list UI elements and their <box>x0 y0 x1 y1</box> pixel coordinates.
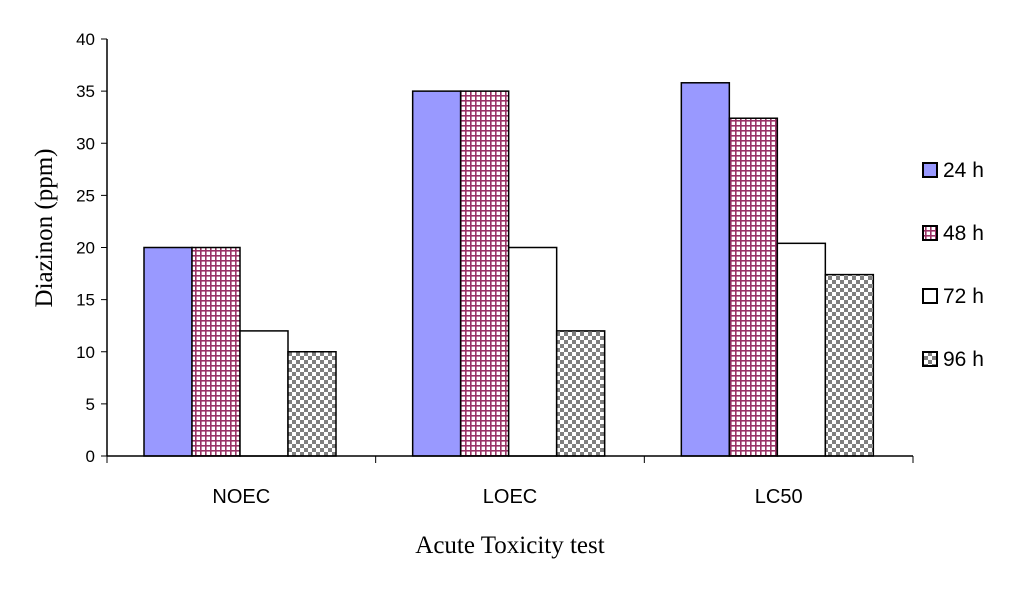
y-tick-label: 20 <box>76 239 95 258</box>
bar-48h-noec <box>191 246 241 457</box>
x-category-label: LC50 <box>755 486 803 508</box>
y-tick-label: 30 <box>76 134 95 153</box>
y-tick-label: 40 <box>76 30 95 49</box>
legend-swatch <box>922 351 938 367</box>
y-tick-label: 10 <box>76 343 95 362</box>
x-axis-category-labels: NOEC LOEC LC50 <box>212 486 802 508</box>
legend-label: 48 h <box>943 222 984 245</box>
bar-48h-lc50 <box>728 117 779 457</box>
legend-label: 72 h <box>943 285 984 308</box>
bar-24h-loec <box>411 90 462 457</box>
bar-72h-noec <box>239 330 289 457</box>
y-tick-label: 15 <box>76 291 95 310</box>
y-tick-label: 35 <box>76 82 95 101</box>
legend-swatch <box>922 162 938 178</box>
y-axis-title: Diazinon (ppm) <box>31 149 58 308</box>
y-tick-label: 0 <box>86 447 95 466</box>
x-category-label: LOEC <box>483 486 537 508</box>
legend-label: 96 h <box>943 348 984 371</box>
legend-swatch <box>922 225 938 241</box>
bar-96h-loec <box>555 330 606 457</box>
legend: 24 h 48 h 72 h 96 h <box>922 159 984 371</box>
bars <box>143 82 875 457</box>
axes <box>106 39 914 463</box>
bar-24h-noec <box>143 246 193 457</box>
bar-96h-lc50 <box>824 273 875 457</box>
bar-72h-lc50 <box>776 242 827 457</box>
bar-24h-lc50 <box>680 82 731 457</box>
bar-72h-loec <box>507 246 558 457</box>
y-axis-ticks: 0 5 10 15 20 25 30 35 40 <box>76 30 107 466</box>
bar-96h-noec <box>287 351 337 457</box>
x-axis-title: Acute Toxicity test <box>415 532 604 559</box>
legend-label: 24 h <box>943 159 984 182</box>
legend-swatch <box>922 288 938 304</box>
y-tick-label: 5 <box>86 395 95 414</box>
x-category-label: NOEC <box>212 486 270 508</box>
y-tick-label: 25 <box>76 186 95 205</box>
bar-48h-loec <box>459 90 510 457</box>
